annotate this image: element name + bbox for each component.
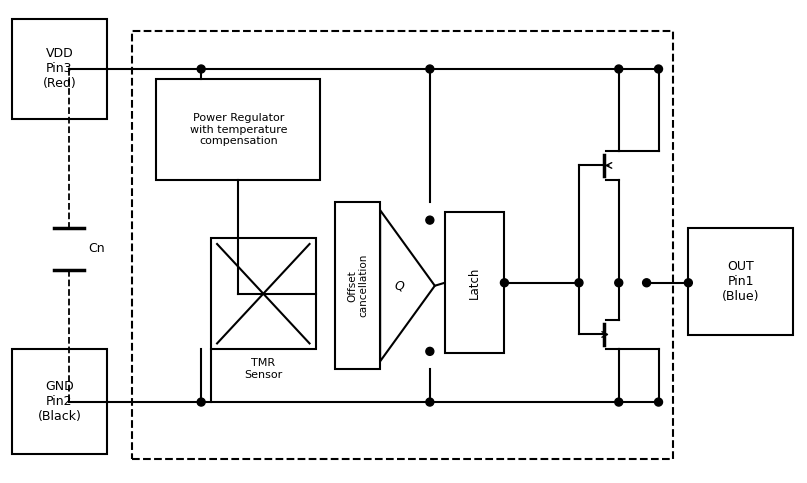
FancyBboxPatch shape	[211, 238, 316, 349]
Text: $\it{Q}$: $\it{Q}$	[395, 279, 406, 293]
Circle shape	[615, 398, 623, 406]
FancyBboxPatch shape	[688, 228, 792, 336]
Text: Cn: Cn	[88, 242, 104, 256]
Text: TMR
Sensor: TMR Sensor	[245, 358, 282, 380]
Circle shape	[642, 279, 650, 287]
Circle shape	[654, 398, 663, 406]
Circle shape	[500, 279, 508, 287]
Text: Offset
cancellation: Offset cancellation	[347, 254, 369, 317]
Text: VDD
Pin3
(Red): VDD Pin3 (Red)	[43, 47, 77, 90]
Circle shape	[426, 347, 434, 355]
Circle shape	[426, 398, 434, 406]
Circle shape	[426, 65, 434, 73]
FancyBboxPatch shape	[12, 349, 107, 454]
Text: Latch: Latch	[468, 267, 481, 299]
Text: OUT
Pin1
(Blue): OUT Pin1 (Blue)	[721, 260, 759, 303]
Circle shape	[615, 65, 623, 73]
FancyBboxPatch shape	[12, 19, 107, 119]
Text: GND
Pin2
(Black): GND Pin2 (Black)	[38, 380, 82, 423]
Circle shape	[197, 398, 205, 406]
FancyBboxPatch shape	[336, 202, 380, 369]
Circle shape	[654, 65, 663, 73]
Circle shape	[197, 65, 205, 73]
Circle shape	[575, 279, 583, 287]
FancyBboxPatch shape	[132, 31, 673, 459]
Text: Power Regulator
with temperature
compensation: Power Regulator with temperature compens…	[190, 113, 287, 146]
Circle shape	[684, 279, 692, 287]
FancyBboxPatch shape	[445, 212, 504, 354]
Circle shape	[426, 216, 434, 224]
FancyBboxPatch shape	[157, 79, 320, 180]
Circle shape	[615, 279, 623, 287]
